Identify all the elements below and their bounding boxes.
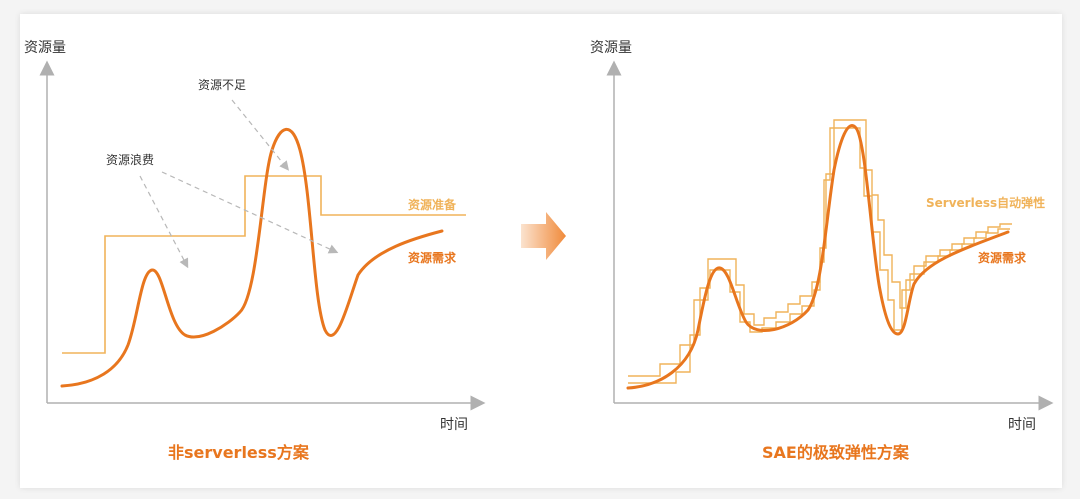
annotation-waste: 资源浪费	[106, 152, 154, 167]
left-y-axis-label: 资源量	[24, 40, 66, 56]
right-elastic-step-outer	[628, 119, 1012, 377]
left-panel: 资源量 时间 资源浪费 资源不足 资源准备 资源需求 非serverless方案	[24, 40, 486, 462]
right-legend-demand: 资源需求	[978, 250, 1027, 265]
right-panel: 资源量 时间 Serverless自动弹性 资源需求 SAE的极致弹性方案	[590, 40, 1054, 462]
left-x-axis-label: 时间	[440, 417, 468, 433]
right-y-axis-label: 资源量	[590, 40, 632, 56]
right-x-axis-label: 时间	[1008, 417, 1036, 433]
left-supply-step-line	[62, 175, 466, 354]
left-legend-demand: 资源需求	[408, 250, 457, 265]
annotation-shortage: 资源不足	[198, 78, 246, 92]
figure-card	[20, 14, 1062, 488]
shortage-arrow	[231, 99, 290, 171]
waste-arrow-2	[161, 171, 339, 254]
left-demand-curve	[60, 127, 444, 388]
waste-arrow-1	[139, 175, 189, 269]
right-panel-title: SAE的极致弹性方案	[762, 443, 910, 462]
left-panel-title: 非serverless方案	[168, 443, 310, 462]
arrow-right-icon	[521, 212, 566, 260]
left-legend-supply: 资源准备	[408, 197, 457, 212]
right-demand-curve	[626, 124, 1010, 390]
right-legend-elastic: Serverless自动弹性	[926, 195, 1045, 210]
